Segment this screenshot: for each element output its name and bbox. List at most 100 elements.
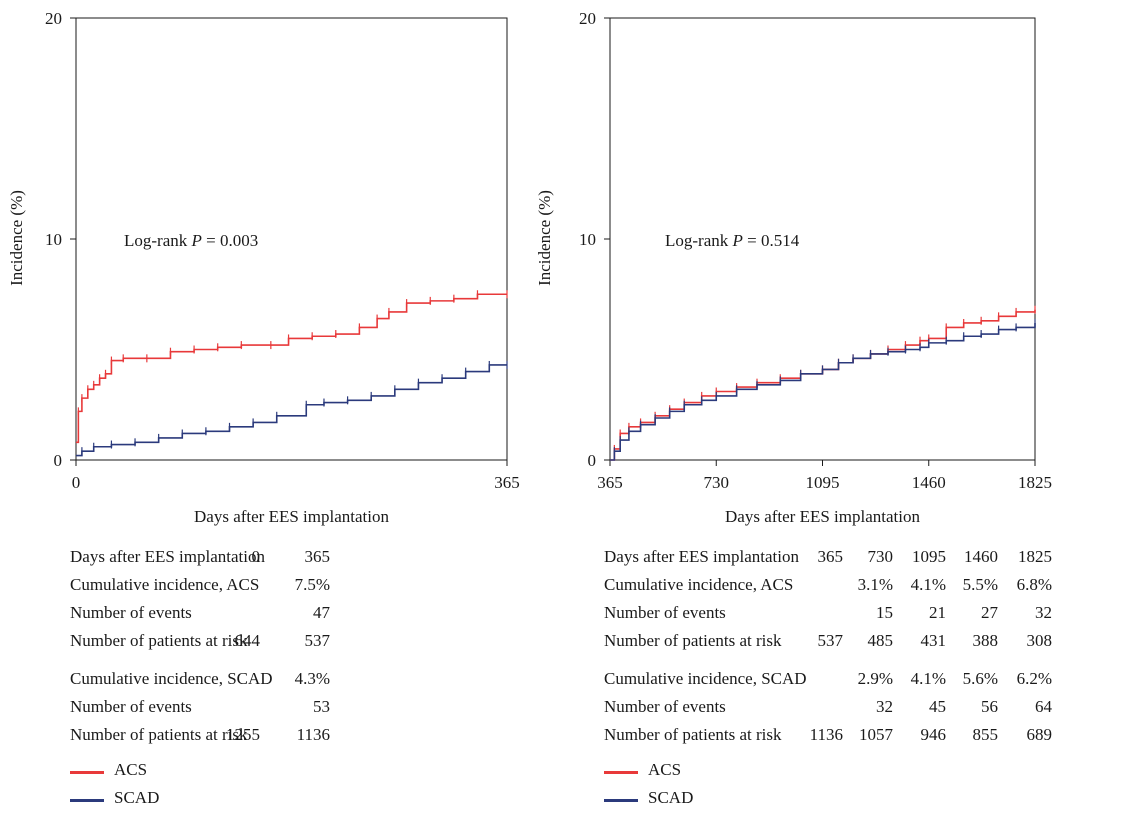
row-label: Days after EES implantation [70, 547, 265, 566]
table-cell: 855 [972, 725, 999, 744]
table-cell: 47 [313, 603, 330, 622]
legend-swatch [604, 799, 638, 802]
row-label: Number of patients at risk [70, 631, 248, 650]
legend-label: SCAD [114, 788, 160, 807]
table-cell: 431 [920, 631, 947, 650]
row-label: Cumulative incidence, SCAD [604, 669, 807, 688]
table-cell: 32 [1035, 603, 1052, 622]
table-row-scad: Number of events 32 45 56 64 [604, 693, 1072, 721]
legend-item-acs: ACS [70, 758, 270, 786]
table-cell: 485 [867, 631, 894, 650]
legend: ACS SCAD [604, 758, 804, 814]
table-cell: 27 [981, 603, 998, 622]
table-row-scad: Number of patients at risk 1136 1057 946 855… [604, 721, 1072, 749]
table-row-scad: Cumulative incidence, SCAD 2.9% 4.1% 5.6% 6.… [604, 665, 1072, 693]
table-gap [604, 655, 1072, 665]
row-label: Cumulative incidence, SCAD [70, 669, 273, 688]
logrank-value: = 0.514 [743, 231, 800, 250]
table-cell: 6.8% [1016, 575, 1052, 594]
legend-label: ACS [114, 760, 148, 779]
logrank-prefix: Log-rank [124, 231, 192, 250]
logrank-annotation: Log-rank P = 0.003 [124, 231, 258, 250]
table-cell: 1825 [1018, 547, 1052, 566]
legend-swatch [70, 799, 104, 802]
x-tick-label: 1460 [912, 473, 946, 492]
table-cell: 45 [929, 697, 946, 716]
row-label: Number of events [70, 697, 192, 716]
legend: ACS SCAD [70, 758, 270, 814]
legend-label: ACS [648, 760, 682, 779]
table-row-acs: Number of patients at risk 537 485 431 388 30… [604, 627, 1072, 655]
table-cell: 1460 [964, 547, 998, 566]
x-tick-label: 365 [494, 473, 520, 492]
table-cell: 308 [1026, 631, 1053, 650]
y-tick-label: 10 [579, 230, 596, 249]
x-tick-label: 1095 [806, 473, 840, 492]
logrank-prefix: Log-rank [665, 231, 733, 250]
table-cell: 537 [304, 631, 331, 650]
table-cell: 21 [929, 603, 946, 622]
y-tick-label: 0 [54, 451, 63, 470]
row-label: Number of events [604, 603, 726, 622]
legend-swatch [604, 771, 638, 774]
logrank-annotation: Log-rank P = 0.514 [665, 231, 800, 250]
table-cell: 32 [876, 697, 893, 716]
table-cell: 1057 [859, 725, 893, 744]
table-cell: 2.9% [857, 669, 893, 688]
row-label: Days after EES implantation [604, 547, 799, 566]
table-cell: 1095 [912, 547, 946, 566]
y-tick-label: 20 [45, 9, 62, 28]
table-cell: 6.2% [1016, 669, 1052, 688]
table-cell: 5.6% [962, 669, 998, 688]
series-acs-line [610, 309, 1036, 461]
x-tick-label: 0 [72, 473, 81, 492]
table-cell: 1255 [226, 725, 260, 744]
table-gap [70, 655, 350, 665]
x-axis-label: Days after EES implantation [725, 507, 920, 526]
x-tick-label: 1825 [1018, 473, 1052, 492]
table-row-scad: Number of patients at risk 1255 1136 [70, 721, 350, 749]
row-label: Cumulative incidence, ACS [70, 575, 260, 594]
table-cell: 7.5% [294, 575, 330, 594]
x-tick-label: 730 [704, 473, 730, 492]
table-cell: 3.1% [857, 575, 893, 594]
series-acs-line [76, 293, 507, 444]
legend-swatch [70, 771, 104, 774]
table-cell: 4.3% [294, 669, 330, 688]
risk-table: Days after EES implantation 365 730 1095 146… [604, 543, 1072, 749]
row-label: Number of events [604, 697, 726, 716]
table-cell: 4.1% [910, 575, 946, 594]
row-label: Number of patients at risk [604, 725, 782, 744]
table-cell: 689 [1026, 725, 1053, 744]
x-tick-label: 365 [597, 473, 623, 492]
table-cell: 5.5% [962, 575, 998, 594]
y-tick-label: 0 [588, 451, 597, 470]
table-row-scad: Cumulative incidence, SCAD 4.3% [70, 665, 350, 693]
table-cell: 4.1% [910, 669, 946, 688]
table-cell: 56 [981, 697, 998, 716]
row-label: Cumulative incidence, ACS [604, 575, 794, 594]
table-cell: 388 [972, 631, 999, 650]
table-row-acs: Number of patients at risk 644 537 [70, 627, 350, 655]
table-cell: 1136 [809, 725, 843, 744]
table-cell: 15 [876, 603, 893, 622]
table-cell: 53 [313, 697, 330, 716]
row-label: Number of events [70, 603, 192, 622]
legend-item-scad: SCAD [70, 786, 270, 814]
table-header-row: Days after EES implantation 0 365 [70, 543, 350, 571]
legend-label: SCAD [648, 788, 694, 807]
table-cell: 64 [1035, 697, 1052, 716]
logrank-value: = 0.003 [202, 231, 258, 250]
series-scad-line [610, 322, 1036, 461]
table-row-acs: Cumulative incidence, ACS 7.5% [70, 571, 350, 599]
table-cell: 365 [304, 547, 331, 566]
row-label: Number of patients at risk [604, 631, 782, 650]
table-cell: 730 [867, 547, 894, 566]
row-label: Number of patients at risk [70, 725, 248, 744]
table-cell: 946 [920, 725, 947, 744]
table-row-acs: Number of events 15 21 27 32 [604, 599, 1072, 627]
table-cell: 1136 [296, 725, 330, 744]
x-axis-label: Days after EES implantation [194, 507, 389, 526]
table-header-row: Days after EES implantation 365 730 1095 146… [604, 543, 1072, 571]
table-cell: 537 [817, 631, 844, 650]
